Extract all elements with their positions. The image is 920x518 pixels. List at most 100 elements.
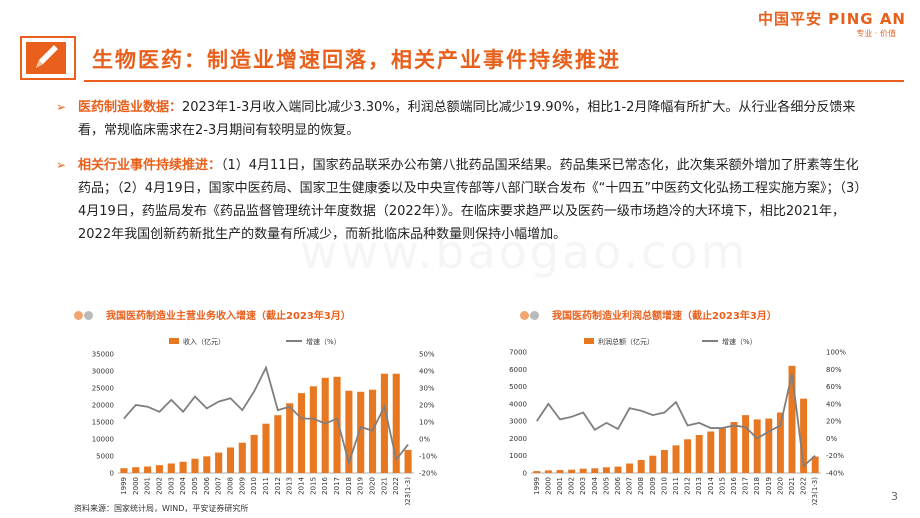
- y-right-tick-label: 30%: [419, 385, 435, 393]
- x-tick-label: 2012: [684, 477, 692, 495]
- growth-line: [536, 373, 816, 468]
- y-left-tick-label: 0: [523, 470, 527, 478]
- bar-mark: [568, 469, 576, 473]
- y-right-tick-label: 20%: [419, 402, 435, 410]
- bar-mark: [672, 445, 680, 473]
- x-tick-label: 1999: [533, 477, 541, 495]
- bar-mark: [776, 412, 784, 473]
- bar-mark: [120, 468, 128, 473]
- chart-title-revenue: 我国医药制造业主营业务收入增速（截止2023年3月）: [74, 307, 351, 322]
- x-tick-label: 2007: [626, 477, 634, 495]
- x-tick-label: 2013: [695, 477, 703, 495]
- x-tick-label: 2003: [167, 477, 175, 495]
- y-right-tick-label: 40%: [419, 368, 435, 376]
- chart-dots-icon: [74, 311, 96, 321]
- x-tick-label: 2017: [742, 477, 750, 495]
- x-tick-label: 2010: [250, 477, 258, 495]
- bar-mark: [392, 373, 400, 473]
- x-tick-label: 2020: [369, 477, 377, 495]
- y-left-tick-label: 5000: [509, 383, 527, 391]
- y-left-tick-label: 6000: [509, 366, 527, 374]
- pingan-logo: 中国平安 PING AN 专业 · 价值: [756, 8, 906, 42]
- y-right-tick-label: 40%: [826, 400, 842, 408]
- pencil-icon: [20, 36, 76, 80]
- x-tick-label: 2006: [203, 476, 211, 494]
- y-left-tick-label: 25000: [92, 385, 114, 393]
- x-tick-label: 2022: [392, 477, 400, 495]
- bar-mark: [191, 458, 199, 473]
- bar-mark: [765, 418, 773, 473]
- bar-mark: [637, 460, 645, 473]
- x-tick-label: 2006: [614, 476, 622, 494]
- y-left-tick-label: 0: [110, 470, 114, 478]
- x-tick-label: 2015: [718, 477, 726, 495]
- bar-mark: [707, 431, 715, 473]
- bar-mark: [274, 415, 282, 473]
- x-tick-label: 2018: [345, 477, 353, 495]
- x-tick-label: 2003: [579, 477, 587, 495]
- bar-mark: [203, 456, 211, 473]
- x-tick-label: 2021: [380, 477, 388, 495]
- bar-mark: [591, 468, 599, 473]
- bar-mark: [345, 390, 353, 473]
- bar-mark: [788, 365, 796, 473]
- y-right-tick-label: 100%: [826, 349, 846, 357]
- legend-label-bar: 收入（亿元）: [183, 337, 225, 346]
- bar-mark: [602, 467, 610, 473]
- x-tick-label: 2022: [800, 477, 808, 495]
- legend-swatch-bar: [584, 338, 594, 344]
- y-left-tick-label: 7000: [509, 349, 527, 357]
- bar-mark: [286, 403, 294, 473]
- x-tick-label: 2005: [191, 477, 199, 495]
- arrow-bullet-icon: ➢: [56, 100, 67, 114]
- bar-mark: [333, 376, 341, 473]
- x-tick-label: 2021: [788, 477, 796, 495]
- bar-mark: [404, 449, 412, 473]
- source-note: 资料来源：国家统计局，WIND，平安证券研究所: [74, 504, 249, 513]
- x-tick-label: 2011: [262, 477, 270, 495]
- y-left-tick-label: 10000: [92, 436, 114, 444]
- x-tick-label: 2000: [132, 477, 140, 495]
- y-right-tick-label: -40%: [826, 470, 844, 478]
- x-tick-label: 2000: [544, 477, 552, 495]
- y-right-tick-label: 60%: [826, 383, 842, 391]
- x-tick-label: 2023(1-3): [404, 477, 412, 505]
- bar-mark: [811, 456, 819, 473]
- x-tick-label: 2023(1-3): [811, 477, 819, 505]
- legend-label-line: 增速（%）: [306, 337, 341, 346]
- logo-text: 中国平安 PING AN: [757, 10, 906, 28]
- bar-mark: [309, 386, 317, 473]
- bar-mark: [544, 470, 552, 473]
- bar-mark: [742, 415, 750, 473]
- x-tick-label: 2019: [765, 477, 773, 495]
- bar-mark: [649, 455, 657, 473]
- bar-mark: [626, 463, 634, 473]
- bar-mark: [179, 461, 187, 473]
- x-tick-label: 2009: [238, 477, 246, 495]
- bullet-lead: 医药制造业数据：: [78, 100, 183, 115]
- bar-mark: [226, 447, 235, 473]
- watermark: www.baogao.com: [300, 225, 749, 279]
- bar-mark: [321, 377, 329, 473]
- y-left-tick-label: 30000: [92, 368, 114, 376]
- bar-mark: [730, 422, 738, 473]
- y-right-tick-label: -10%: [419, 453, 437, 461]
- legend-label-bar: 利润总额（亿元）: [598, 337, 654, 346]
- arrow-bullet-icon: ➢: [56, 158, 67, 172]
- x-tick-label: 2016: [730, 476, 738, 494]
- y-left-tick-label: 2000: [509, 435, 527, 443]
- y-left-tick-label: 5000: [96, 453, 114, 461]
- bar-mark: [262, 423, 270, 473]
- x-tick-label: 2013: [286, 477, 294, 495]
- y-left-tick-label: 1000: [509, 452, 527, 460]
- bar-mark: [579, 468, 587, 473]
- bar-mark: [753, 419, 761, 473]
- bar-mark: [800, 398, 808, 473]
- bar-mark: [215, 452, 223, 473]
- bullet-lead: 相关行业事件持续推进：: [78, 158, 222, 173]
- x-tick-label: 2014: [707, 476, 715, 494]
- bar-mark: [660, 450, 668, 473]
- x-tick-label: 2018: [753, 477, 761, 495]
- x-tick-label: 2019: [357, 477, 365, 495]
- x-tick-label: 2008: [637, 477, 645, 495]
